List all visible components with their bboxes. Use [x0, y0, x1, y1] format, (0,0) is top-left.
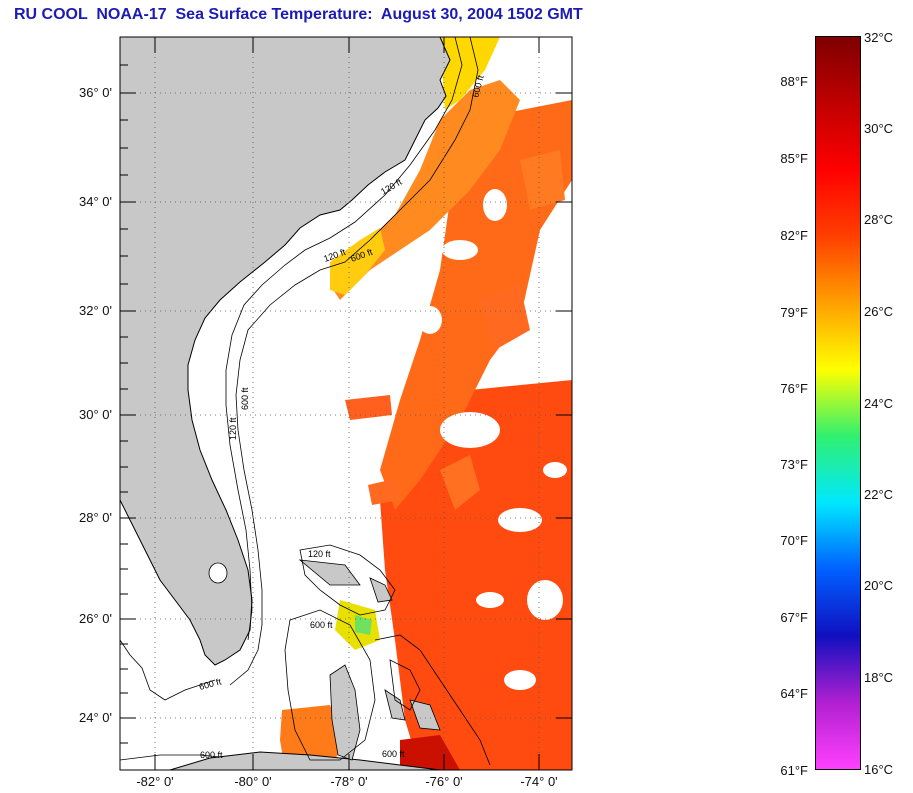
- lon-label-78: -78° 0': [330, 774, 368, 789]
- land-us-florida: [120, 37, 451, 666]
- f-label-61: 61°F: [780, 763, 808, 778]
- c-label-28: 28°C: [864, 212, 894, 227]
- map-frame: [119, 36, 573, 771]
- cloud-gaps: [418, 189, 567, 690]
- lake-okeechobee: [208, 562, 228, 584]
- c-label-20: 20°C: [864, 578, 894, 593]
- lat-label-36: 36° 0': [79, 85, 112, 100]
- f-label-85: 85°F: [780, 151, 808, 166]
- contour-label-600ft-south: 600 ft: [382, 749, 405, 759]
- contour-label-600ft-cuba: 600 ft: [200, 750, 223, 760]
- temperature-colorbar: [815, 36, 861, 770]
- f-label-64: 64°F: [780, 686, 808, 701]
- lon-label-80: -80° 0': [234, 774, 272, 789]
- axis-ticks: [120, 37, 572, 770]
- sst-patch-3: [520, 150, 565, 210]
- f-label-76: 76°F: [780, 381, 808, 396]
- sst-patch-1: [440, 455, 480, 510]
- lat-label-32: 32° 0': [79, 303, 112, 318]
- f-label-67: 67°F: [780, 610, 808, 625]
- c-label-30: 30°C: [864, 121, 894, 136]
- f-label-73: 73°F: [780, 457, 808, 472]
- sst-patch-5: [368, 478, 400, 505]
- lon-label-82: -82° 0': [136, 774, 174, 789]
- lat-label-30: 30° 0': [79, 407, 112, 422]
- lat-label-28: 28° 0': [79, 510, 112, 525]
- sst-yellow-shelf: [330, 228, 385, 295]
- c-label-24: 24°C: [864, 396, 894, 411]
- lat-label-26: 26° 0': [79, 611, 112, 626]
- lon-label-74: -74° 0': [520, 774, 558, 789]
- sst-yellow-nc: [440, 37, 500, 110]
- sst-darkred-south: [400, 735, 460, 770]
- lat-label-24: 24° 0': [79, 710, 112, 725]
- c-label-16: 16°C: [864, 762, 894, 777]
- sst-warm-mid-band: [380, 100, 572, 510]
- f-label-79: 79°F: [780, 305, 808, 320]
- map-title: RU COOL NOAA-17 Sea Surface Temperature:…: [14, 6, 583, 23]
- c-label-18: 18°C: [864, 670, 894, 685]
- f-label-82: 82°F: [780, 228, 808, 243]
- f-label-88: 88°F: [780, 74, 808, 89]
- contour-label-600ft-bahamas: 600 ft: [310, 620, 333, 630]
- lat-label-34: 34° 0': [79, 194, 112, 209]
- bathymetry-contours: [225, 37, 491, 766]
- contour-label-600ft-fl: 600 ft: [240, 387, 250, 410]
- contour-label-120ft-bahamas: 120 ft: [308, 549, 331, 559]
- f-label-70: 70°F: [780, 533, 808, 548]
- contour-label-120ft-fl: 120 ft: [228, 417, 238, 440]
- land-bahamas: [298, 559, 441, 761]
- c-label-32: 32°C: [864, 30, 894, 45]
- sst-patch-4: [345, 395, 392, 420]
- graticule: [120, 37, 572, 770]
- lon-label-76: -76° 0': [425, 774, 463, 789]
- sst-patch-2: [480, 285, 530, 350]
- sst-green-bahamas: [355, 615, 372, 635]
- c-label-26: 26°C: [864, 304, 894, 319]
- c-label-22: 22°C: [864, 487, 894, 502]
- land-cuba: [169, 751, 441, 770]
